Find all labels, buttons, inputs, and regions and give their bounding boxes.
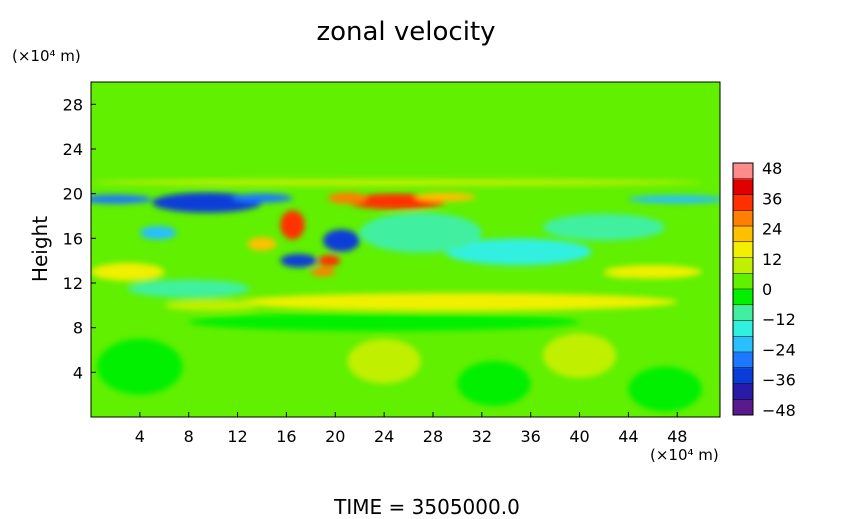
heatmap-field [91,82,720,417]
plot-frame [90,81,721,418]
x-tick-label: 20 [325,427,345,446]
y-tick-label: 8 [73,319,83,338]
heatmap-cell [414,192,476,202]
colorbar-swatch [733,352,753,369]
heatmap-cell [188,313,580,332]
heatmap-cell [628,195,720,204]
heatmap-cell [445,238,592,266]
y-tick-label: 20 [63,185,83,204]
colorbar-tick-label: −24 [762,340,796,359]
colorbar-tick-label: 0 [762,280,772,299]
colorbar-swatch [733,226,753,243]
heatmap-cell [97,338,183,395]
x-tick-label: 24 [374,427,394,446]
heatmap-cell [164,299,262,311]
y-axis-label: Height [28,216,52,282]
heatmap-cell [91,262,165,281]
colorbar-frame [732,162,754,416]
colorbar-swatch [733,178,753,195]
y-tick-label: 28 [63,95,83,114]
x-tick-label: 48 [667,427,687,446]
x-unit-label: (×10⁴ m) [650,446,719,464]
heatmap-cell [280,253,317,268]
colorbar-tick-label: 36 [762,189,782,208]
x-tick-label: 36 [521,427,541,446]
y-tick-label: 24 [63,140,83,159]
colorbar-swatch [733,320,753,337]
y-tick-label: 16 [63,229,83,248]
heatmap-cell [628,366,702,412]
x-tick-label: 28 [423,427,443,446]
heatmap-cell [231,338,293,373]
x-tick-label: 40 [569,427,589,446]
y-tick-label: 4 [73,363,83,382]
colorbar: 48 36 24 12 0 −12 −24 −36 −48 [732,159,796,420]
colorbar-swatch [733,194,753,211]
heatmap-cell [542,333,617,378]
x-tick-label: 12 [227,427,247,446]
colorbar-tick-label: −48 [762,401,796,420]
x-tick-label: 44 [618,427,638,446]
colorbar-tick-label: 48 [762,159,782,178]
heatmap-cell [359,212,482,253]
x-tick-label: 8 [184,427,194,446]
colorbar-swatch [733,304,753,321]
time-footer: TIME = 3505000.0 [333,495,520,519]
heatmap-cell [347,338,421,384]
x-axis-ticks: 4 8 12 16 20 24 28 32 36 40 44 48 [135,412,687,446]
colorbar-swatch [733,257,753,274]
colorbar-swatch [733,367,753,384]
heatmap-cell [247,237,277,251]
x-tick-label: 32 [472,427,492,446]
colorbar-swatch [733,336,753,353]
colorbar-swatch [733,399,753,416]
y-tick-label: 12 [63,274,83,293]
heatmap-cell [323,229,360,252]
heatmap-cell [457,361,531,406]
colorbar-tick-label: 12 [762,250,782,269]
colorbar-swatch [733,289,753,306]
colorbar-swatch [733,273,753,290]
colorbar-swatch [733,241,753,258]
heatmap-cell [91,194,153,204]
x-tick-label: 16 [276,427,296,446]
heatmap-cell [384,272,629,287]
colorbar-swatch [733,210,753,227]
chart-title: zonal velocity [316,17,495,47]
heatmap-cell [231,193,293,203]
colorbar-swatch [733,163,753,180]
heatmap-cell [327,192,368,204]
colorbar-tick-label: −36 [762,371,796,390]
heatmap-cell [237,293,678,311]
heatmap-cell [91,179,702,186]
y-unit-label: (×10⁴ m) [12,47,81,65]
colorbar-swatch [733,383,753,400]
heatmap-cell [139,226,177,240]
heatmap-cell [603,265,702,279]
y-axis-ticks: 4 8 12 16 20 24 28 [63,95,96,382]
x-tick-label: 4 [135,427,145,446]
colorbar-tick-label: −12 [762,310,796,329]
colorbar-tick-label: 24 [762,220,782,239]
heatmap-cell [127,279,250,298]
heatmap-cell [542,213,666,241]
heatmap-cell [318,255,341,267]
heatmap-cell [310,267,336,277]
heatmap-cell [280,210,305,240]
